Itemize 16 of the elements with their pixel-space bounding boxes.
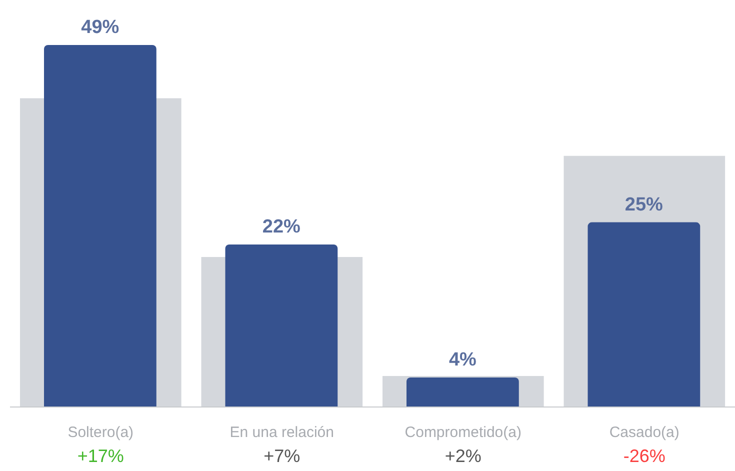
data-label: 22% <box>262 216 301 238</box>
text: +17% <box>77 446 124 466</box>
x-tick-label: Casado(a) <box>609 424 680 441</box>
bar <box>44 45 156 407</box>
text: -26% <box>623 446 666 466</box>
x-tick-label: Soltero(a) <box>68 424 134 441</box>
text: +2% <box>444 446 482 466</box>
bar <box>406 377 519 407</box>
bar <box>588 222 700 407</box>
data-label: 25% <box>624 194 664 216</box>
data-label: 4% <box>448 349 477 370</box>
x-tick-label: Comprometido(a) <box>404 424 522 441</box>
x-tick-label: En una relación <box>230 424 334 441</box>
text: +7% <box>264 446 300 466</box>
data-label: 49% <box>81 17 120 38</box>
bar <box>225 244 338 407</box>
